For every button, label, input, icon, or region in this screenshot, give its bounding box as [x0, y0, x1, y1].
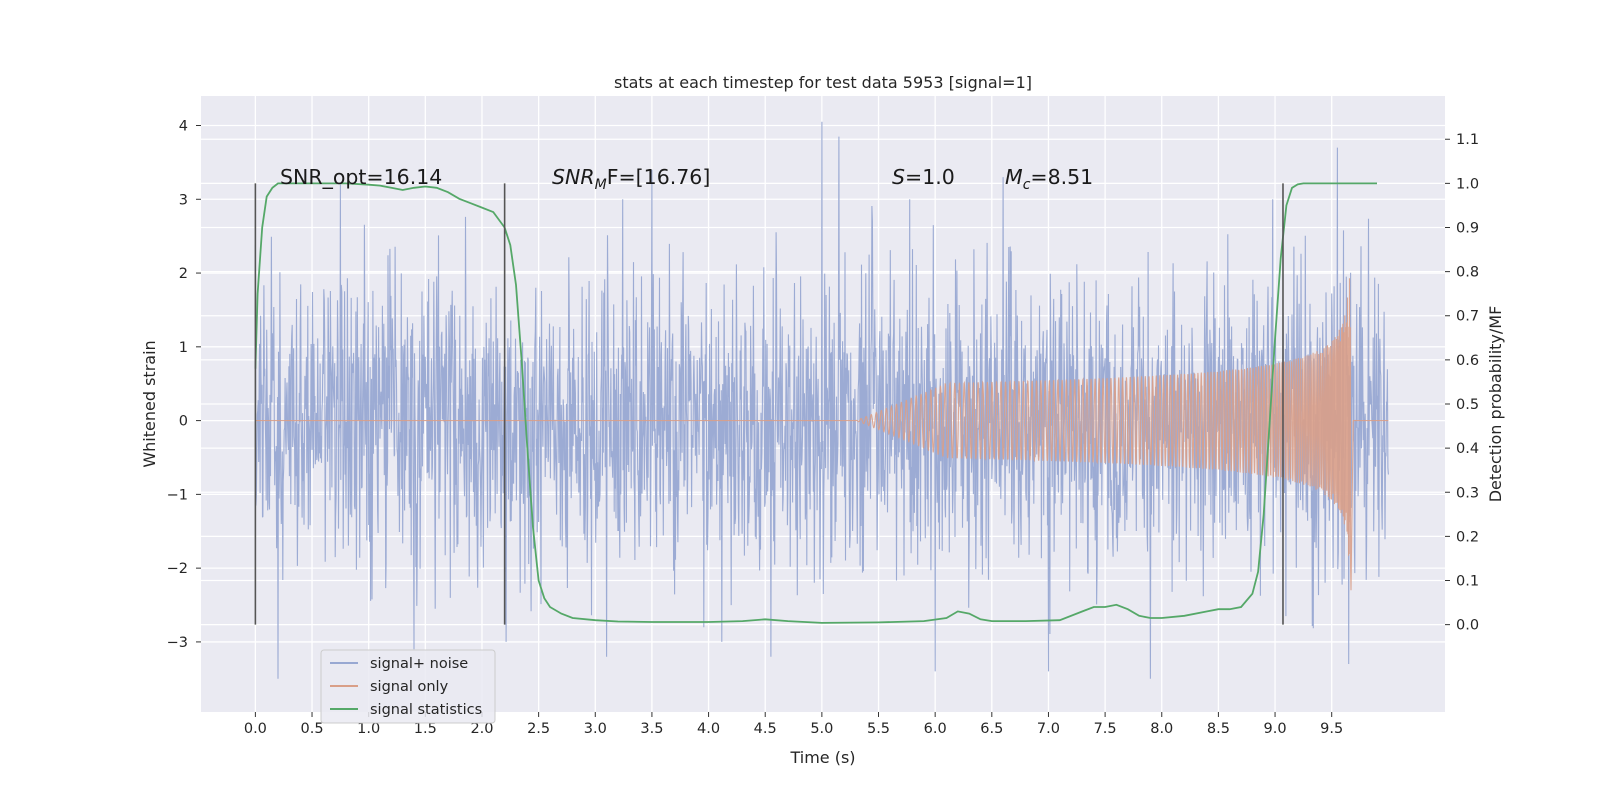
y-tick-label-right: 0.6 — [1456, 353, 1479, 369]
annotation-mc-value: =8.51 — [1030, 165, 1093, 189]
x-tick-label: 2.0 — [470, 721, 493, 737]
annotation-mc-symbol: M — [1005, 165, 1023, 189]
y-tick-label-left: 0 — [179, 414, 188, 430]
x-tick-label: 5.0 — [810, 721, 833, 737]
x-axis-label: Time (s) — [789, 748, 855, 767]
y-tick-label-left: 3 — [179, 192, 188, 208]
annotation-snr-mf-rest: F=[16.76] — [607, 165, 711, 189]
y-tick-label-left: 4 — [179, 119, 188, 135]
x-tick-label: 2.5 — [527, 721, 550, 737]
annotation-s: S=1.0 — [892, 165, 955, 189]
y-tick-label-right: 0.4 — [1456, 441, 1479, 457]
x-tick-label: 6.0 — [924, 721, 947, 737]
legend-label-signal-statistics: signal statistics — [370, 702, 482, 718]
y-tick-label-right: 0.2 — [1456, 529, 1479, 545]
annotation-mc: Mc=8.51 — [1005, 165, 1093, 193]
signal-noise-series — [254, 121, 1389, 679]
y-tick-label-left: 1 — [179, 340, 188, 356]
signal-statistics-line — [254, 182, 1377, 624]
chart-title: stats at each timestep for test data 595… — [614, 73, 1032, 92]
x-tick-label: 9.5 — [1320, 721, 1343, 737]
x-tick-label: 7.0 — [1037, 721, 1060, 737]
x-tick-label: 1.5 — [414, 721, 437, 737]
annotation-snr-mf-base: SNR — [552, 165, 595, 189]
y-tick-label-right: 0.9 — [1456, 220, 1479, 236]
legend-box — [320, 649, 496, 724]
vertical-markers — [254, 183, 1284, 625]
annotation-snr-opt: SNR_opt=16.14 — [280, 165, 442, 190]
y-tick-label-left: −1 — [167, 487, 188, 503]
y-tick-label-right: 0.1 — [1456, 574, 1479, 590]
x-tick-label: 7.5 — [1094, 721, 1117, 737]
legend-label-signal-only: signal only — [370, 679, 449, 695]
annotation-s-value: =1.0 — [905, 165, 955, 189]
y-axis-label-left: Whitened strain — [140, 340, 159, 467]
y-tick-label-left: −3 — [167, 635, 188, 651]
x-tick-label: 4.0 — [697, 721, 720, 737]
y-tick-label-right: 0.5 — [1456, 397, 1479, 413]
x-tick-label: 4.5 — [754, 721, 777, 737]
x-tick-label: 3.5 — [640, 721, 663, 737]
x-tick-label: 6.5 — [980, 721, 1003, 737]
tick-layer: 0.0 0.5 1.0 1.5 2.0 2.5 3.0 3.5 4.0 4.5 5.0 5.5 6.0 6… — [167, 119, 1479, 737]
x-tick-label: 8.0 — [1150, 721, 1173, 737]
y-tick-label-left: −2 — [167, 561, 188, 577]
signal-statistics-series — [254, 182, 1377, 624]
x-tick-label: 5.5 — [867, 721, 890, 737]
signal-noise-line — [254, 121, 1389, 679]
y-tick-label-right: 0.7 — [1456, 309, 1479, 325]
y-tick-label-right: 1.1 — [1456, 132, 1479, 148]
y-tick-label-right: 0.3 — [1456, 485, 1479, 501]
y-axis-label-right: Detection probability/MF — [1486, 306, 1505, 503]
y-tick-label-left: 2 — [179, 266, 188, 282]
annotation-snr-mf: SNRMF=[16.76] — [552, 165, 710, 193]
annotation-snr-mf-sub: M — [595, 177, 607, 193]
x-tick-label: 9.0 — [1264, 721, 1287, 737]
x-tick-label: 8.5 — [1207, 721, 1230, 737]
annotation-s-symbol: S — [892, 165, 905, 189]
y-tick-label-right: 0.0 — [1456, 618, 1479, 634]
y-tick-label-right: 0.8 — [1456, 265, 1479, 281]
legend-label-signal-noise: signal+ noise — [370, 656, 468, 672]
x-tick-label: 0.0 — [244, 721, 267, 737]
annotation-mc-sub: c — [1023, 177, 1031, 193]
legend: signal+ noise signal only signal statist… — [320, 649, 496, 724]
x-tick-label: 3.0 — [584, 721, 607, 737]
x-tick-label: 1.0 — [357, 721, 380, 737]
x-tick-label: 0.5 — [300, 721, 323, 737]
y-tick-label-right: 1.0 — [1456, 176, 1479, 192]
